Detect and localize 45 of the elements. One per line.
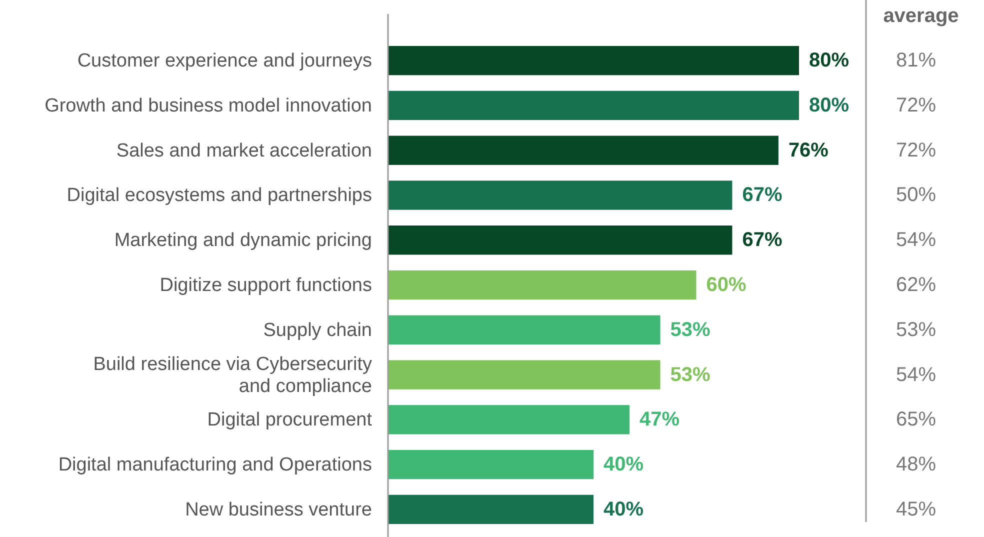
y-tick-label: Digital ecosystems and partnerships [66, 184, 372, 206]
y-tick-label: Build resilience via Cybersecurity and compliance [93, 353, 372, 396]
y-tick-label: Customer experience and journeys [77, 50, 372, 72]
bar [388, 46, 799, 76]
bar [388, 180, 732, 210]
bar [388, 90, 799, 120]
bar [388, 315, 660, 344]
data-label: 76% [788, 139, 829, 162]
text: 48% [896, 454, 936, 476]
bar [388, 450, 594, 480]
y-tick-label: Digital manufacturing and Operations [58, 454, 372, 476]
y-tick-label: Digitize support functions [160, 274, 372, 296]
text: 72% [896, 139, 936, 162]
bar [388, 494, 594, 524]
data-label: 53% [670, 364, 711, 386]
data-label: 80% [809, 50, 850, 72]
y-tick-label: Sales and market acceleration [116, 140, 372, 161]
text: 54% [896, 364, 936, 386]
bar [388, 136, 778, 165]
text: 81% [896, 50, 936, 72]
bar [388, 226, 732, 255]
bar [388, 270, 696, 300]
bar [388, 405, 630, 434]
text: 54% [896, 229, 936, 252]
data-label: 53% [670, 318, 711, 341]
bar [388, 360, 660, 390]
text: 65% [896, 408, 936, 431]
y-tick-label: New business venture [185, 498, 372, 520]
text: 72% [896, 94, 936, 116]
text: 62% [896, 274, 936, 296]
data-label: 40% [604, 454, 644, 476]
text: 50% [896, 184, 936, 206]
text: average [883, 5, 959, 27]
data-label: 60% [706, 274, 746, 296]
data-label: 67% [742, 184, 782, 206]
data-label: 80% [809, 94, 850, 116]
y-tick-label: Digital procurement [207, 409, 373, 430]
y-tick-label: Marketing and dynamic pricing [114, 230, 372, 251]
text: 45% [896, 498, 936, 520]
y-tick-label: Supply chain [263, 319, 372, 340]
data-label: 40% [604, 498, 644, 520]
data-label: 47% [639, 408, 680, 431]
data-label: 67% [742, 229, 782, 252]
text: 53% [896, 318, 936, 341]
y-tick-label: Growth and business model innovation [44, 94, 372, 116]
